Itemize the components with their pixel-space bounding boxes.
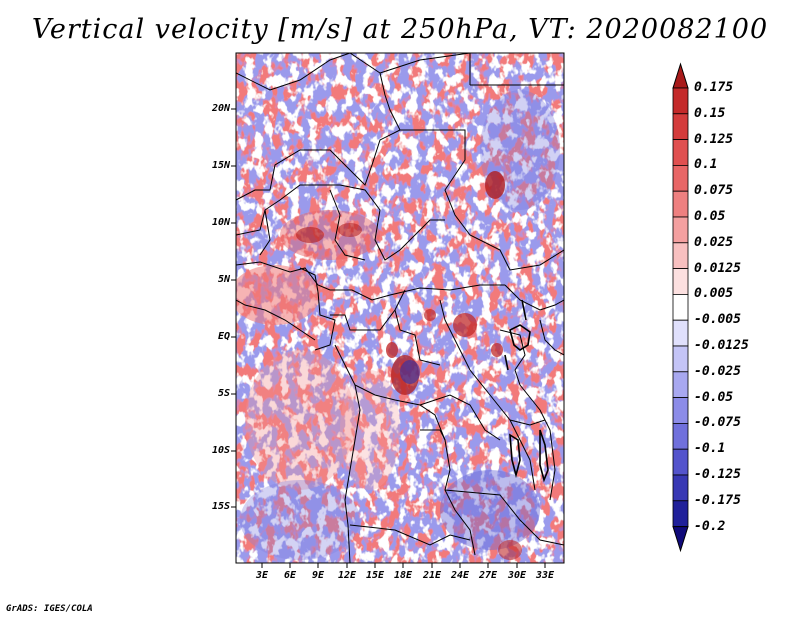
lat-label: 5N: [217, 274, 230, 285]
colorbar-swatch: [672, 242, 689, 270]
lat-ticks: [231, 108, 236, 508]
lat-label: EQ: [217, 331, 230, 342]
lon-label: 6E: [283, 570, 297, 581]
colorbar-label: -0.125: [694, 467, 741, 482]
colorbar-label: -0.175: [694, 492, 741, 508]
colorbar-label: -0.1: [694, 441, 726, 457]
colorbar-swatch: [672, 345, 689, 373]
colorbar-label: 0.0125: [694, 260, 741, 276]
colorbar-swatch: [672, 293, 689, 321]
colorbar: [672, 62, 689, 553]
lat-label: 15S: [211, 501, 230, 512]
colorbar-swatch: [672, 268, 689, 295]
colorbar-swatch: [672, 474, 689, 502]
colorbar-label: -0.2: [694, 518, 726, 534]
lon-label: 30E: [507, 570, 527, 581]
colorbar-swatch: [672, 500, 689, 527]
colorbar-swatch: [672, 319, 689, 347]
colorbar-swatch: [672, 216, 689, 244]
colorbar-swatch: [672, 190, 689, 218]
lakes: [504, 299, 549, 483]
credit-text: GrADS: IGES/COLA: [6, 604, 93, 614]
colorbar-swatch: [672, 422, 689, 450]
colorbar-swatch: [672, 448, 689, 476]
colorbar-label: -0.075: [694, 415, 741, 431]
colorbar-label: 0.05: [694, 209, 726, 224]
colorbar-label: 0.005: [694, 286, 734, 302]
map-frame: [235, 52, 565, 564]
colorbar-swatch: [672, 164, 689, 192]
lat-label: 20N: [211, 103, 230, 114]
colorbar-swatch: [672, 397, 689, 424]
colorbar-label: 0.1: [694, 157, 718, 173]
lat-label: 10N: [211, 217, 230, 228]
lon-label: 15E: [365, 570, 385, 581]
lat-label: 5S: [217, 388, 230, 399]
colorbar-top-arrow: [672, 62, 689, 89]
colorbar-label: -0.025: [694, 363, 741, 379]
lon-label: 9E: [311, 570, 325, 581]
colorbar-bottom-arrow: [672, 526, 689, 553]
lon-ticks: [261, 563, 546, 568]
map-title: Vertical velocity [m/s] at 250hPa, VT: 2…: [31, 14, 769, 45]
colorbar-label: 0.075: [694, 183, 734, 199]
colorbar-label: 0.025: [694, 234, 734, 250]
lon-label: 27E: [478, 570, 498, 581]
lon-label: 21E: [422, 570, 442, 581]
colorbar-label: -0.0125: [694, 338, 749, 353]
lon-label: 3E: [255, 570, 269, 581]
colorbar-label: -0.005: [694, 312, 741, 328]
colorbar-swatch: [672, 87, 689, 115]
velocity-field: [236, 53, 564, 563]
lon-label: 33E: [535, 570, 555, 581]
colorbar-label: 0.15: [694, 105, 726, 121]
colorbar-label: 0.175: [694, 80, 734, 95]
colorbar-swatch: [672, 139, 689, 166]
colorbar-swatch: [672, 371, 689, 398]
country-borders: [236, 53, 564, 563]
lon-label: 18E: [393, 570, 413, 581]
colorbar-label: 0.125: [694, 131, 734, 147]
lon-label: 24E: [450, 570, 470, 581]
lon-label: 12E: [337, 570, 357, 581]
colorbar-label: -0.05: [694, 389, 734, 405]
lat-label: 15N: [211, 160, 230, 171]
lat-label: 10S: [211, 445, 230, 456]
colorbar-swatch: [672, 113, 689, 141]
